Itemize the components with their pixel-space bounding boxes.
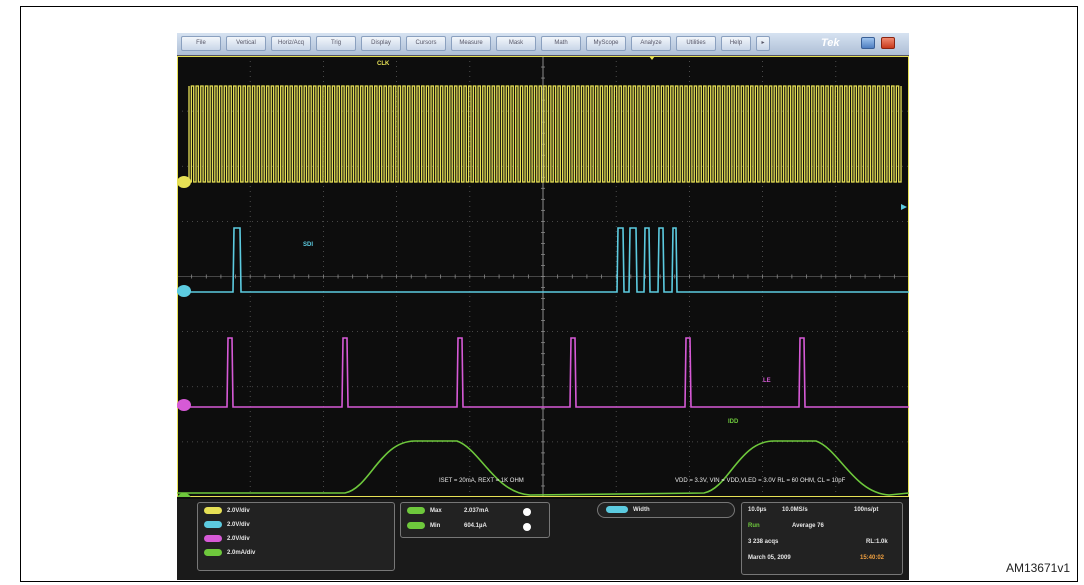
ch4-idd-waveform	[177, 440, 909, 496]
max-color-pill	[407, 507, 425, 514]
time-per-div: 10.0µs	[748, 507, 767, 513]
waveform-display: CLK SDI LE IDD ISET = 20mA, REXT = 1K OH…	[177, 56, 909, 497]
min-stats-icon[interactable]	[523, 523, 531, 531]
acq-time: 15:40:02	[860, 555, 885, 561]
ch3-le-waveform	[177, 337, 909, 408]
menu-help[interactable]: Help	[721, 36, 751, 51]
menu-trig[interactable]: Trig	[316, 36, 356, 51]
menu-utilities[interactable]: Utilities	[676, 36, 716, 51]
acq-date: March 05, 2009	[748, 555, 791, 561]
trigger-position-marker[interactable]	[649, 56, 655, 60]
menu-analyze[interactable]: Analyze	[631, 36, 671, 51]
menu-file[interactable]: File	[181, 36, 221, 51]
width-color-pill	[606, 506, 628, 513]
max-label: Max	[430, 508, 442, 515]
ch2-sdi-waveform	[177, 227, 909, 293]
ch2-scale[interactable]: 2.0V/div	[204, 521, 250, 531]
menu-mask[interactable]: Mask	[496, 36, 536, 51]
ch3-scale-text: 2.0V/div	[227, 536, 250, 543]
max-stats-icon[interactable]	[523, 508, 531, 516]
min-label: Min	[430, 523, 441, 530]
conditions-annotation-right: VDD = 3.3V, VIN = VDD,VLED = 3.0V RL = 6…	[675, 478, 846, 484]
menu-bar: Tek File Vertical Horiz/Acq Trig Display Curs…	[177, 33, 909, 56]
measurement-max[interactable]: Max 2.037mA	[407, 507, 489, 517]
ch3-label: LE	[763, 378, 771, 384]
ch4-scale-text: 2.0mA/div	[227, 550, 256, 557]
status-panel: 2.0V/div 2.0V/div 2.0V/div 2.0mA/div Max…	[177, 499, 909, 580]
ch1-scale-text: 2.0V/div	[227, 508, 250, 515]
menu-cursors[interactable]: Cursors	[406, 36, 446, 51]
oscilloscope-window: Tek File Vertical Horiz/Acq Trig Display Curs…	[177, 33, 909, 580]
ch3-scale[interactable]: 2.0V/div	[204, 535, 250, 545]
ch1-scale[interactable]: 2.0V/div	[204, 507, 250, 517]
point-time: 100ns/pt	[854, 507, 879, 513]
timebase-box: 10.0µs 10.0MS/s 100ns/pt Run Average 76 …	[741, 502, 903, 575]
ch4-scale[interactable]: 2.0mA/div	[204, 549, 255, 559]
menu-measure[interactable]: Measure	[451, 36, 491, 51]
menu-math[interactable]: Math	[541, 36, 581, 51]
run-state: Run	[748, 523, 760, 529]
min-color-pill	[407, 522, 425, 529]
ch2-trigger-level-marker[interactable]	[901, 204, 907, 210]
ch2-label: SDI	[303, 242, 313, 248]
ch3-ground-marker[interactable]	[177, 399, 191, 411]
record-length: RL:1.0k	[866, 539, 888, 545]
ch4-color-pill	[204, 549, 222, 556]
menu-more-arrow-icon[interactable]: ▸	[756, 36, 770, 51]
brand-logo: Tek	[821, 37, 840, 49]
menu-vertical[interactable]: Vertical	[226, 36, 266, 51]
ch1-clk-waveform	[188, 85, 902, 183]
measurement-min[interactable]: Min 604.1µA	[407, 522, 487, 532]
close-button[interactable]	[881, 37, 895, 49]
width-measurement: Width	[606, 506, 650, 516]
menu-myscope[interactable]: MyScope	[586, 36, 626, 51]
width-label: Width	[633, 507, 650, 514]
measurements-box: Max 2.037mA Min 604.1µA	[400, 502, 550, 538]
ch3-color-pill	[204, 535, 222, 542]
menu-horiz-acq[interactable]: Horiz/Acq	[271, 36, 311, 51]
ch2-scale-text: 2.0V/div	[227, 522, 250, 529]
ch1-label: CLK	[377, 61, 390, 67]
graticule	[177, 56, 909, 497]
ch2-ground-marker[interactable]	[177, 285, 191, 297]
minimize-button[interactable]	[861, 37, 875, 49]
channel-scales-box: 2.0V/div 2.0V/div 2.0V/div 2.0mA/div	[197, 502, 395, 571]
figure-frame	[20, 6, 1078, 582]
conditions-annotation-left: ISET = 20mA, REXT = 1K OHM	[439, 478, 524, 484]
min-value: 604.1µA	[464, 523, 487, 530]
acq-mode: Average 76	[792, 523, 824, 529]
ch1-ground-marker[interactable]	[177, 176, 191, 188]
menu-display[interactable]: Display	[361, 36, 401, 51]
ch4-ground-marker[interactable]	[177, 493, 191, 497]
acq-count: 3 238 acqs	[748, 539, 779, 545]
max-value: 2.037mA	[464, 508, 489, 515]
ch1-color-pill	[204, 507, 222, 514]
ch4-label: IDD	[728, 419, 739, 425]
width-measurement-box[interactable]: Width	[597, 502, 735, 518]
sample-rate: 10.0MS/s	[782, 507, 808, 513]
figure-id: AM13671v1	[1005, 561, 1070, 575]
ch2-color-pill	[204, 521, 222, 528]
